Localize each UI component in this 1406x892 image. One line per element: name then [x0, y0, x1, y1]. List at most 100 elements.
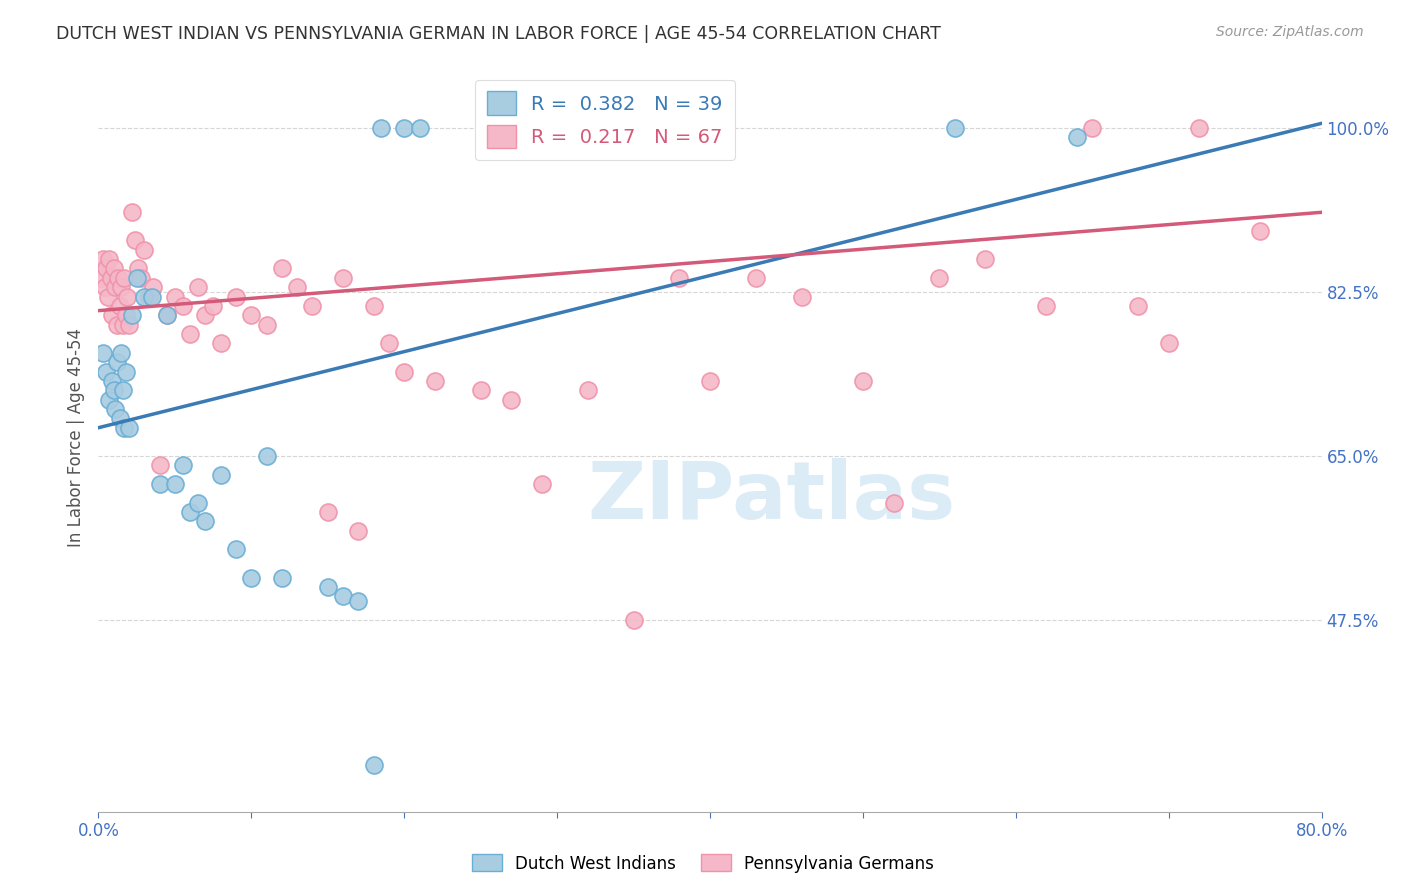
Point [104, 401, 127, 416]
Point [112, 420, 135, 434]
Point [156, 309, 179, 323]
Point [470, 384, 492, 398]
Point [270, 261, 294, 276]
Point [121, 205, 143, 219]
Point [347, 524, 370, 538]
Point [225, 542, 247, 557]
Point [501, 392, 523, 407]
Point [142, 280, 165, 294]
Point [156, 309, 179, 323]
Point [149, 458, 172, 473]
Point [103, 261, 125, 276]
Point [1066, 130, 1088, 145]
Text: ZIPatlas: ZIPatlas [588, 458, 955, 536]
Point [699, 374, 721, 388]
Legend: Dutch West Indians, Pennsylvania Germans: Dutch West Indians, Pennsylvania Germans [465, 847, 941, 880]
Point [378, 336, 401, 351]
Point [974, 252, 997, 266]
Point [117, 289, 139, 303]
Point [347, 594, 370, 608]
Point [1081, 120, 1104, 135]
Point [112, 271, 135, 285]
Point [118, 420, 141, 434]
Text: Source: ZipAtlas.com: Source: ZipAtlas.com [1216, 25, 1364, 39]
Point [101, 374, 124, 388]
Point [301, 299, 323, 313]
Point [121, 309, 143, 323]
Point [363, 758, 385, 772]
Point [172, 458, 194, 473]
Point [94, 365, 117, 379]
Point [576, 384, 599, 398]
Point [1250, 224, 1272, 238]
Point [745, 271, 768, 285]
Point [623, 613, 645, 627]
Point [370, 120, 392, 135]
Point [240, 571, 263, 585]
Point [91, 252, 114, 266]
Point [790, 289, 813, 303]
Point [98, 392, 121, 407]
Point [111, 384, 134, 398]
Point [127, 261, 149, 276]
Point [332, 271, 354, 285]
Point [134, 289, 156, 303]
Point [138, 289, 160, 303]
Point [1035, 299, 1057, 313]
Point [852, 374, 875, 388]
Point [110, 345, 132, 359]
Point [90, 271, 112, 285]
Point [105, 318, 128, 332]
Point [100, 271, 122, 285]
Point [1188, 120, 1211, 135]
Point [187, 280, 209, 294]
Point [101, 309, 124, 323]
Point [1157, 336, 1180, 351]
Point [316, 580, 339, 594]
Y-axis label: In Labor Force | Age 45-54: In Labor Force | Age 45-54 [66, 327, 84, 547]
Point [125, 271, 148, 285]
Point [111, 318, 134, 332]
Point [179, 505, 201, 519]
Point [270, 571, 294, 585]
Text: DUTCH WEST INDIAN VS PENNSYLVANIA GERMAN IN LABOR FORCE | AGE 45-54 CORRELATION : DUTCH WEST INDIAN VS PENNSYLVANIA GERMAN… [56, 25, 941, 43]
Point [105, 355, 128, 369]
Point [240, 309, 263, 323]
Point [392, 120, 416, 135]
Point [332, 590, 354, 604]
Point [1128, 299, 1150, 313]
Point [103, 384, 125, 398]
Point [256, 318, 278, 332]
Point [163, 289, 186, 303]
Point [124, 233, 146, 247]
Point [194, 514, 217, 528]
Point [91, 345, 114, 359]
Point [225, 289, 247, 303]
Point [928, 271, 950, 285]
Point [209, 467, 232, 482]
Point [392, 365, 416, 379]
Point [141, 289, 163, 303]
Point [94, 261, 117, 276]
Point [110, 280, 132, 294]
Point [408, 120, 430, 135]
Point [668, 271, 690, 285]
Point [93, 280, 115, 294]
Point [883, 496, 905, 510]
Point [115, 309, 138, 323]
Point [118, 318, 141, 332]
Point [194, 309, 217, 323]
Point [256, 449, 278, 463]
Point [134, 243, 156, 257]
Point [187, 496, 209, 510]
Point [108, 411, 131, 425]
Point [202, 299, 225, 313]
Point [172, 299, 194, 313]
Point [98, 252, 121, 266]
Point [423, 374, 446, 388]
Point [107, 271, 129, 285]
Point [530, 476, 553, 491]
Point [316, 505, 339, 519]
Point [129, 271, 152, 285]
Point [943, 120, 966, 135]
